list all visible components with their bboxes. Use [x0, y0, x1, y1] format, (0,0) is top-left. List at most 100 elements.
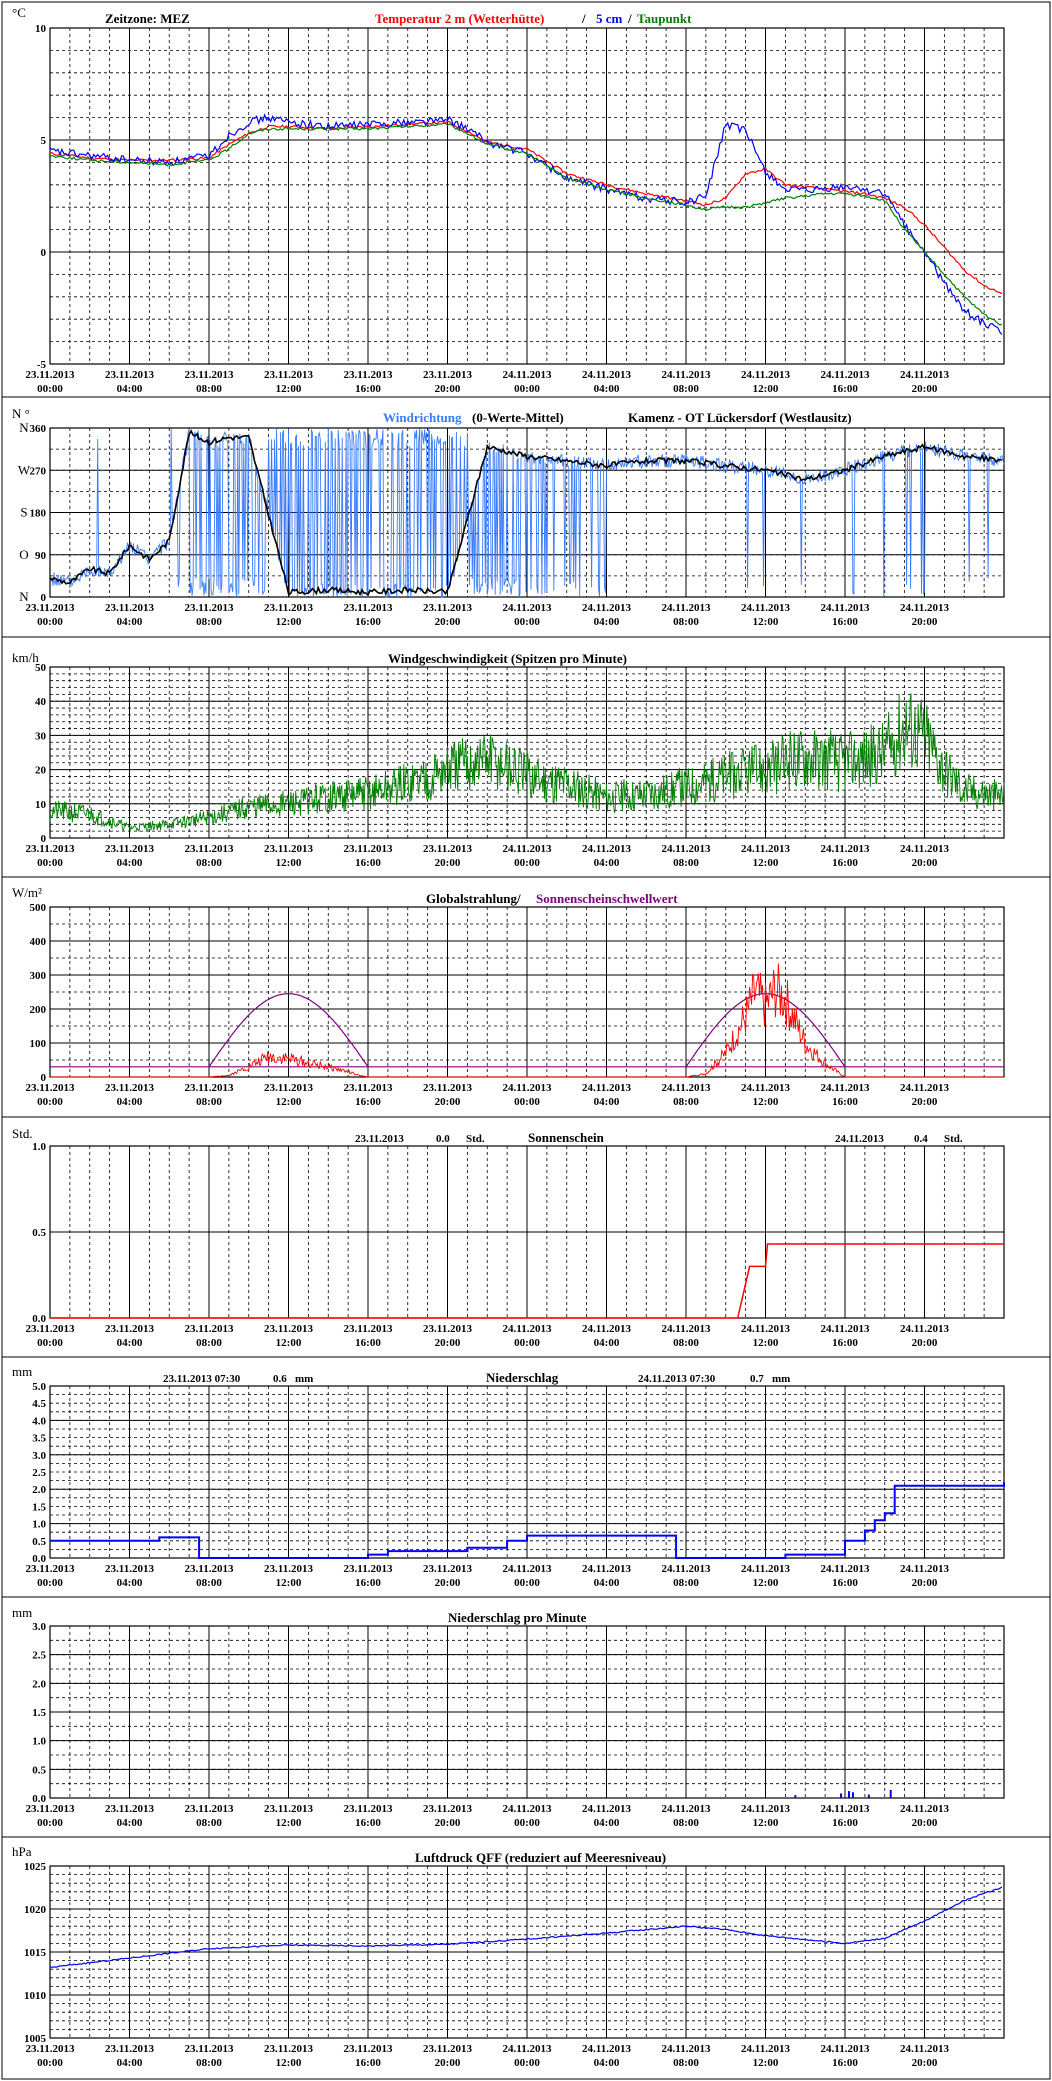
x-tick-time: 08:00 — [673, 1577, 699, 1589]
x-tick-date: 23.11.2013 — [26, 1803, 75, 1815]
x-tick-time: 04:00 — [594, 2057, 620, 2069]
compass-label: N — [19, 589, 29, 604]
x-tick-time: 04:00 — [594, 1577, 620, 1589]
x-tick-time: 04:00 — [117, 383, 143, 395]
y-tick-label: 0.0 — [32, 1793, 46, 1805]
x-tick-time: 04:00 — [117, 1577, 143, 1589]
x-tick-time: 08:00 — [673, 1337, 699, 1349]
x-tick-date: 23.11.2013 — [105, 1563, 154, 1575]
x-tick-date: 24.11.2013 — [741, 2043, 790, 2055]
sunshine-summary-left-value: 0.0 — [436, 1133, 450, 1145]
x-tick-date: 24.11.2013 — [900, 1082, 949, 1094]
x-tick-date: 23.11.2013 — [26, 369, 75, 381]
x-tick-date: 24.11.2013 — [662, 2043, 711, 2055]
compass-label: W — [18, 462, 31, 477]
x-tick-time: 16:00 — [355, 2057, 381, 2069]
x-tick-time: 12:00 — [753, 1817, 779, 1829]
x-tick-date: 23.11.2013 — [185, 1082, 234, 1094]
x-tick-date: 24.11.2013 — [741, 1803, 790, 1815]
x-tick-date: 23.11.2013 — [344, 1563, 393, 1575]
x-tick-date: 24.11.2013 — [662, 1082, 711, 1094]
sun-threshold-curve — [208, 993, 369, 1068]
x-tick-time: 20:00 — [912, 1096, 938, 1108]
y-tick-label: 5.0 — [32, 1381, 46, 1393]
y-tick-label: 40 — [35, 696, 47, 708]
plot-frame — [49, 1625, 1005, 1799]
x-tick-time: 12:00 — [276, 857, 302, 869]
temp-unit: °C — [12, 5, 26, 20]
x-tick-time: 12:00 — [753, 857, 779, 869]
x-tick-time: 16:00 — [355, 1817, 381, 1829]
x-tick-date: 23.11.2013 — [26, 1082, 75, 1094]
x-tick-time: 20:00 — [912, 383, 938, 395]
y-tick-label: 1005 — [24, 2033, 47, 2045]
x-tick-date: 23.11.2013 — [26, 602, 75, 614]
x-tick-date: 23.11.2013 — [185, 1323, 234, 1335]
precip-title: Niederschlag — [486, 1370, 559, 1385]
precip-summary-right-date: 24.11.2013 07:30 — [638, 1373, 716, 1385]
y-tick-label: 1015 — [24, 1947, 47, 1959]
x-tick-time: 12:00 — [276, 1337, 302, 1349]
x-tick-time: 20:00 — [912, 1337, 938, 1349]
x-tick-date: 24.11.2013 — [821, 843, 870, 855]
x-tick-date: 24.11.2013 — [503, 2043, 552, 2055]
y-tick-label: 500 — [30, 902, 47, 914]
y-tick-label: 200 — [30, 1004, 47, 1016]
x-tick-time: 08:00 — [673, 1817, 699, 1829]
x-tick-date: 23.11.2013 — [26, 843, 75, 855]
precip-minute-bar — [847, 1791, 850, 1798]
x-tick-date: 24.11.2013 — [582, 369, 631, 381]
x-tick-date: 23.11.2013 — [344, 843, 393, 855]
sunshine-summary-left-date: 23.11.2013 — [355, 1133, 404, 1145]
x-tick-time: 00:00 — [514, 1817, 540, 1829]
x-tick-date: 23.11.2013 — [105, 1323, 154, 1335]
precip-minute-unit: mm — [12, 1605, 32, 1620]
radiation-unit: W/m² — [12, 885, 42, 900]
x-tick-date: 23.11.2013 — [264, 2043, 313, 2055]
x-tick-date: 23.11.2013 — [185, 1563, 234, 1575]
y-tick-label: 4.0 — [32, 1415, 46, 1427]
y-tick-label: 3.0 — [32, 1621, 46, 1633]
y-tick-label: 0.5 — [32, 1536, 46, 1548]
x-tick-time: 08:00 — [673, 857, 699, 869]
y-tick-label: 300 — [30, 970, 47, 982]
x-tick-date: 24.11.2013 — [741, 843, 790, 855]
x-tick-date: 23.11.2013 — [264, 843, 313, 855]
y-tick-label: 20 — [35, 765, 47, 777]
x-tick-time: 04:00 — [594, 383, 620, 395]
x-tick-date: 24.11.2013 — [900, 1323, 949, 1335]
temp-2m-line — [49, 120, 1003, 295]
x-tick-time: 00:00 — [514, 2057, 540, 2069]
x-tick-time: 16:00 — [355, 1577, 381, 1589]
x-tick-date: 24.11.2013 — [503, 1563, 552, 1575]
x-tick-time: 12:00 — [276, 2057, 302, 2069]
compass-label: N — [19, 420, 29, 435]
precip-minute-bar — [794, 1795, 797, 1798]
y-tick-label: 2.5 — [32, 1650, 46, 1662]
y-tick-label: 0.0 — [32, 1553, 46, 1565]
x-tick-date: 24.11.2013 — [821, 2043, 870, 2055]
y-tick-label: 0.5 — [32, 1764, 46, 1776]
sunshine-summary-left-unit: Std. — [466, 1133, 485, 1145]
x-tick-date: 24.11.2013 — [662, 602, 711, 614]
y-tick-label: 1.0 — [32, 1519, 46, 1531]
x-tick-time: 20:00 — [435, 1096, 461, 1108]
x-tick-time: 20:00 — [435, 383, 461, 395]
x-tick-time: 16:00 — [832, 1096, 858, 1108]
plot-frame — [49, 1385, 1005, 1559]
x-tick-time: 00:00 — [37, 383, 63, 395]
x-tick-time: 20:00 — [435, 1817, 461, 1829]
x-tick-date: 23.11.2013 — [105, 1803, 154, 1815]
precip-minute-bar — [851, 1792, 854, 1798]
x-tick-time: 04:00 — [594, 1817, 620, 1829]
temp-title-zone: Zeitzone: MEZ — [105, 11, 190, 26]
x-tick-time: 12:00 — [276, 1817, 302, 1829]
x-tick-date: 23.11.2013 — [26, 1563, 75, 1575]
x-tick-time: 12:00 — [753, 1096, 779, 1108]
y-tick-label: 5 — [41, 135, 47, 147]
x-tick-time: 12:00 — [276, 616, 302, 628]
x-tick-time: 00:00 — [37, 1337, 63, 1349]
precip-summary-right-value: 0.7 — [750, 1373, 764, 1385]
precip-minute-bar — [889, 1789, 892, 1798]
sunshine-line — [50, 1243, 1004, 1319]
